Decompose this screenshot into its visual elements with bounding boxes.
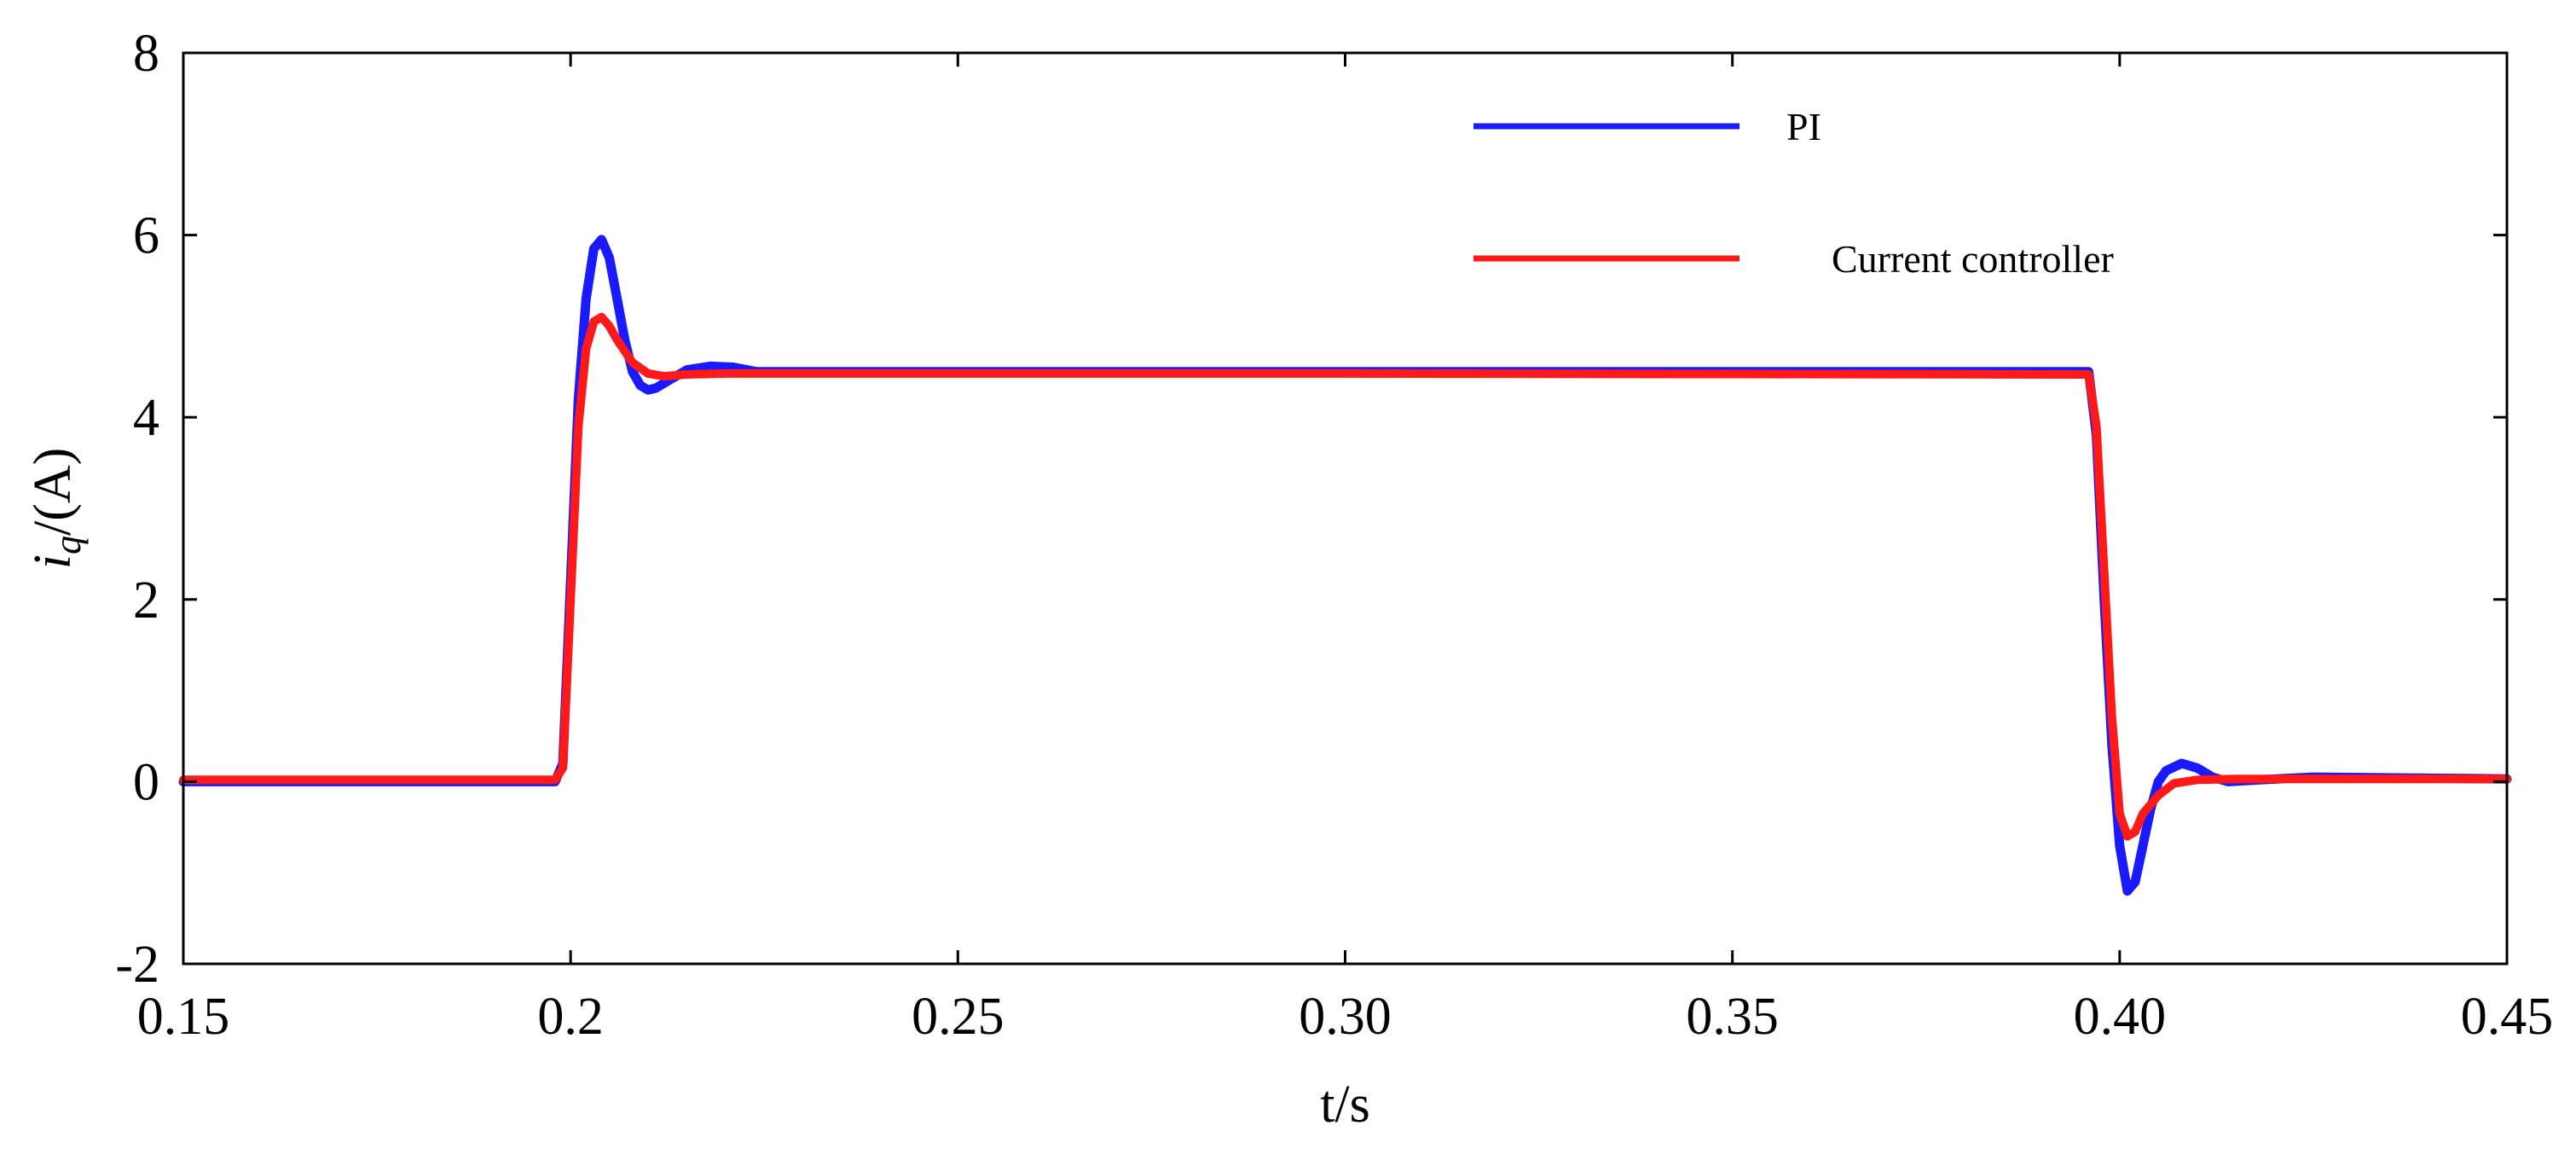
x-axis-ticks: 0.15 0.2 0.25 0.30 0.35 0.40 0.45 [137, 53, 2554, 1046]
x-tick-label: 0.15 [137, 988, 230, 1046]
legend: PI Current controller [1473, 105, 2114, 281]
x-tick-label: 0.25 [912, 988, 1004, 1046]
y-tick-label: 4 [133, 389, 159, 447]
y-axis-label-suffix: /(A) [24, 448, 82, 536]
x-tick-label: 0.2 [537, 988, 604, 1046]
y-tick-label: 0 [133, 753, 159, 811]
series-line-current-controller [179, 312, 2511, 841]
x-tick-label: 0.30 [1299, 988, 1392, 1046]
y-axis-ticks: -2 0 2 4 6 8 [115, 25, 2507, 994]
y-tick-label: 2 [133, 571, 159, 629]
x-tick-label: 0.40 [2074, 988, 2167, 1046]
legend-label-current-controller: Current controller [1832, 237, 2114, 281]
x-tick-label: 0.45 [2461, 988, 2554, 1046]
y-axis-label-subscript: q [47, 536, 89, 554]
plot-lines [178, 235, 2512, 896]
x-axis-label: t/s [1320, 1076, 1370, 1134]
y-axis-label: iq/(A) [24, 448, 89, 570]
y-axis-label-base: i [24, 554, 82, 569]
y-tick-label: -2 [115, 936, 159, 994]
y-tick-label: 8 [133, 25, 159, 83]
y-tick-label: 6 [133, 207, 159, 265]
x-tick-label: 0.35 [1686, 988, 1779, 1046]
legend-label-pi: PI [1786, 105, 1821, 148]
plot-frame [182, 51, 2509, 966]
